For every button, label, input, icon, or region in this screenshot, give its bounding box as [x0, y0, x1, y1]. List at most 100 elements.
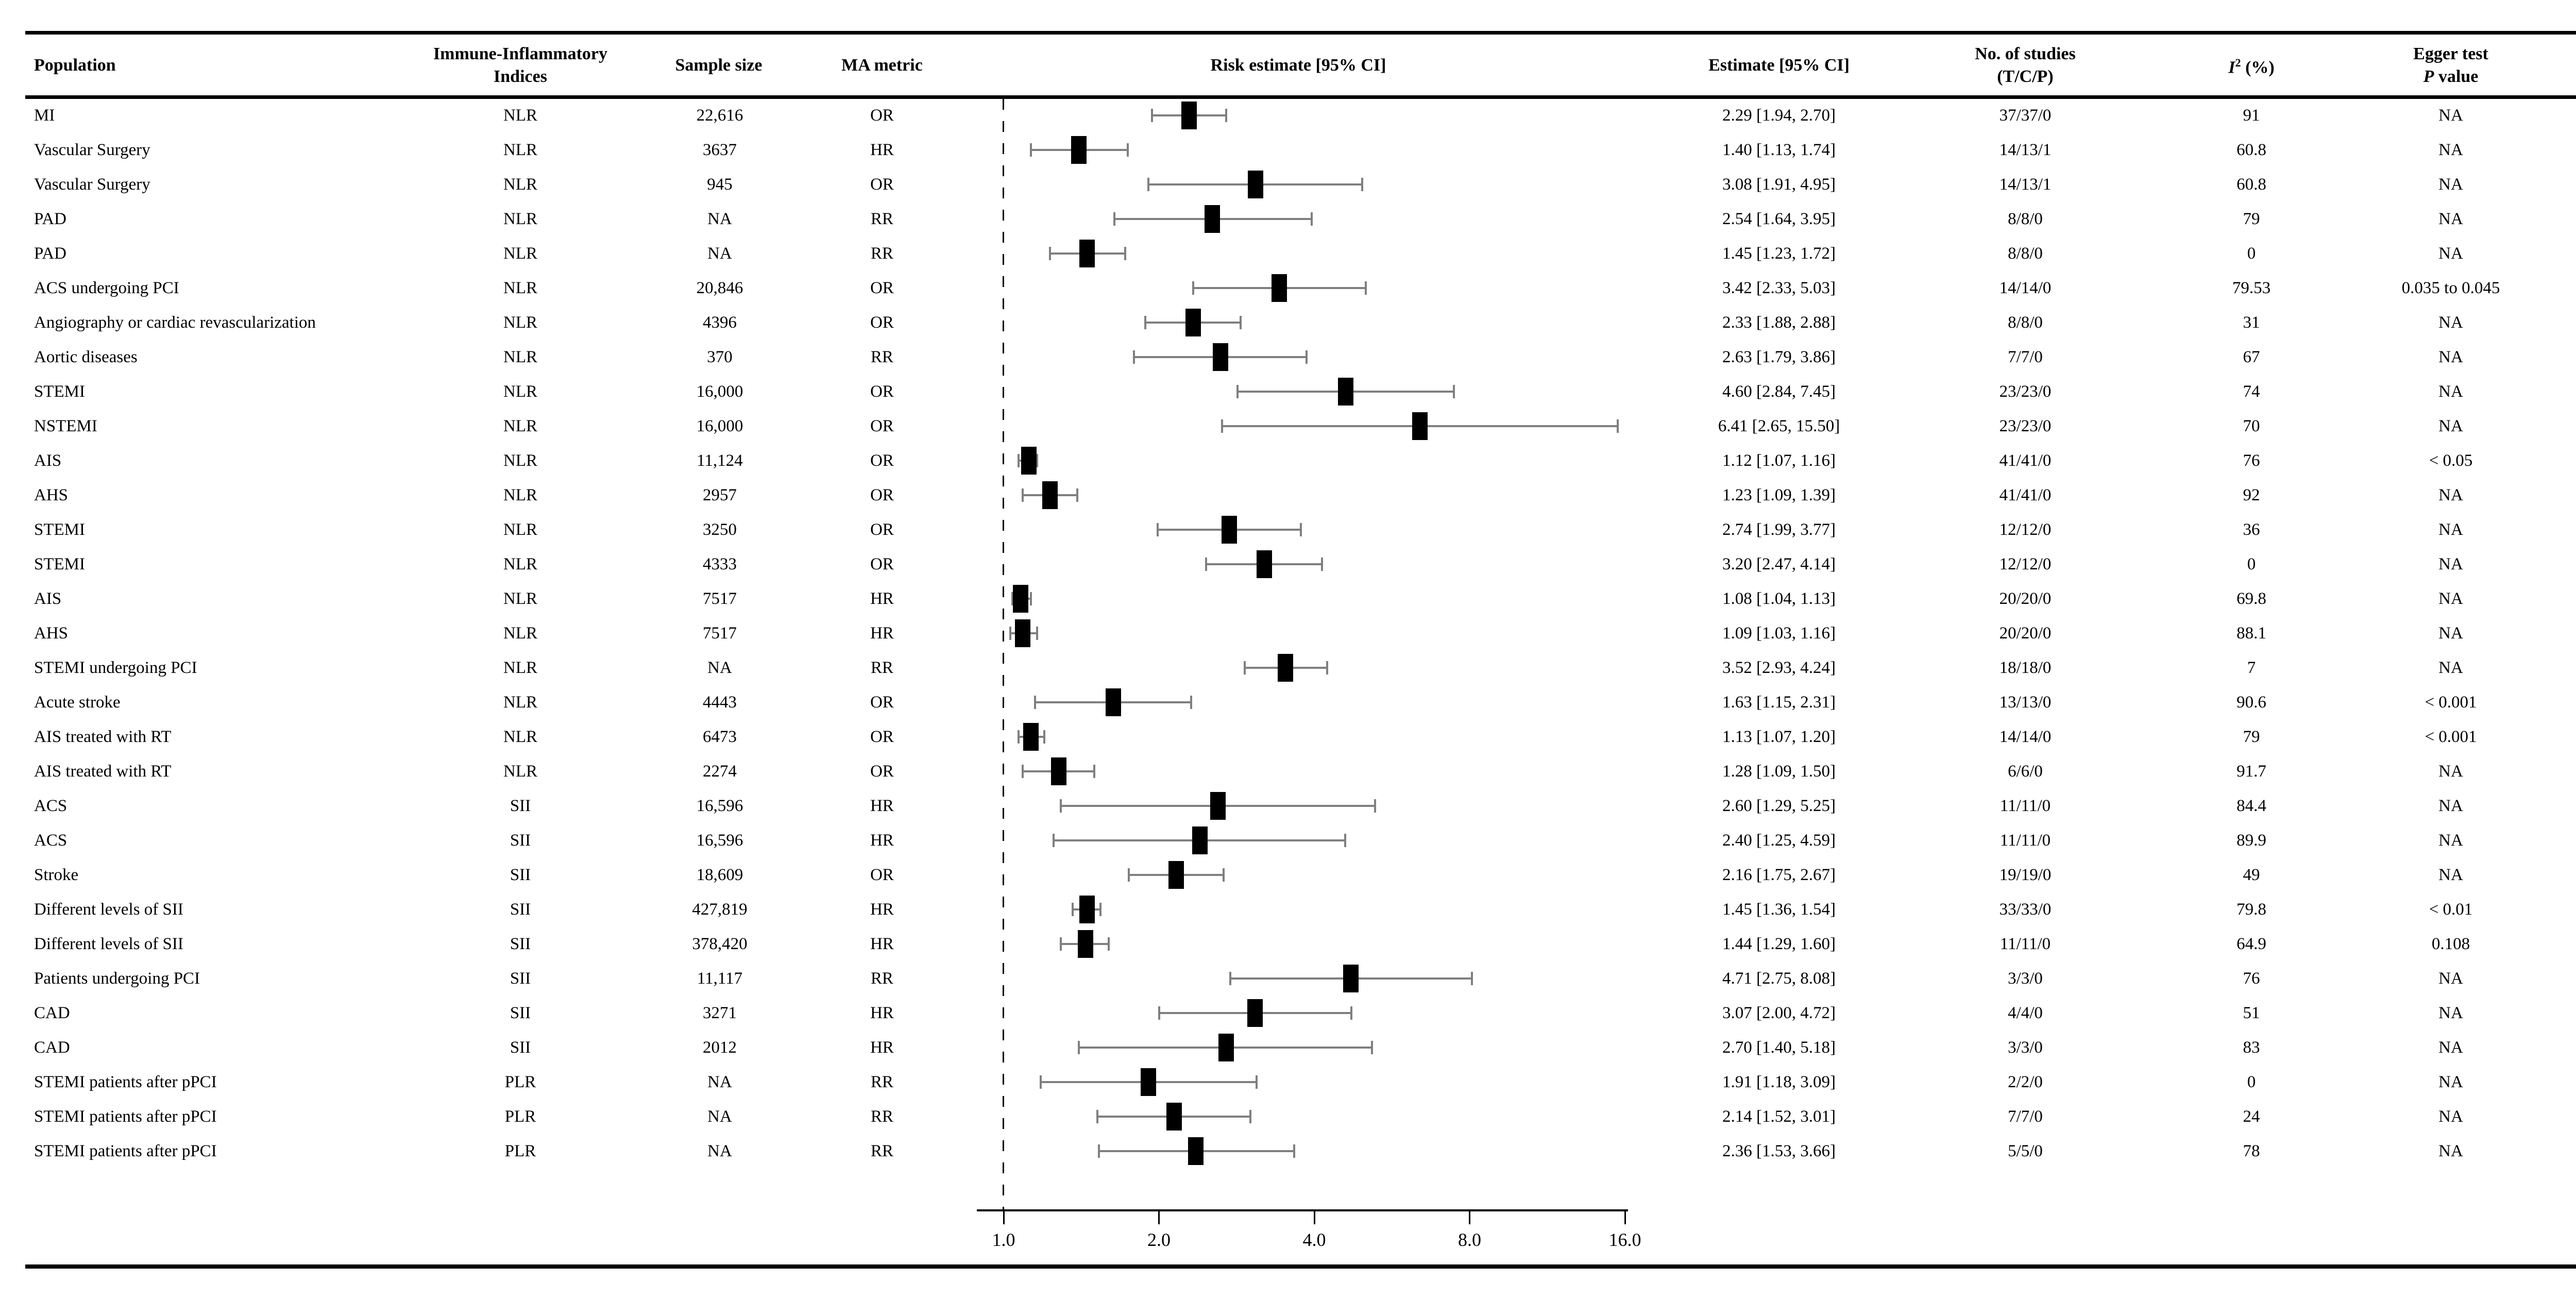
sample-size-header-label: Sample size — [675, 55, 762, 75]
ci-lower-cap — [1147, 178, 1150, 191]
amstar2-cell: High — [2566, 202, 2576, 236]
sample-size-cell: 7517 — [703, 624, 737, 643]
immune-index-cell: SII — [510, 1038, 531, 1057]
table-row: AIS NLR 7517 HR 1.08 [1.04, 1.13] 20/20/… — [0, 582, 2576, 616]
population-cell: Vascular Surgery — [34, 175, 150, 194]
ci-lower-cap — [1022, 488, 1024, 502]
ma-metric-cell: RR — [870, 969, 894, 988]
amstar2-cell: High — [2566, 996, 2576, 1030]
amstar2-cell: Moderate — [2566, 823, 2576, 857]
ma-metric-cell: OR — [870, 417, 894, 435]
no-of-studies-cell: 3/3/0 — [2008, 1038, 2043, 1057]
table-row: AIS treated with RT NLR 2274 OR 1.28 [1.… — [0, 754, 2576, 788]
ci-upper-cap — [1225, 109, 1228, 122]
no-of-studies-cell: 3/3/0 — [2008, 969, 2043, 988]
i2-cell: 76 — [2243, 969, 2260, 988]
ci-upper-cap — [1452, 385, 1455, 398]
forest-ci-graphic — [0, 651, 2576, 685]
i2-cell: 88.1 — [2236, 624, 2266, 643]
i2-cell: 49 — [2243, 866, 2260, 884]
i2-cell: 89.9 — [2236, 831, 2266, 850]
point-estimate-marker — [1247, 999, 1263, 1027]
sample-size-cell: 18,609 — [696, 866, 743, 884]
estimate-ci-cell: 1.09 [1.03, 1.16] — [1722, 624, 1836, 643]
sample-size-cell: 2012 — [703, 1038, 737, 1057]
header-separator-rule — [25, 95, 2576, 99]
sample-size-cell: NA — [707, 1142, 732, 1160]
x-axis-tick-label: 8.0 — [1458, 1229, 1481, 1250]
forest-ci-graphic — [0, 754, 2576, 788]
forest-ci-graphic — [0, 892, 2576, 926]
ci-lower-cap — [1033, 696, 1036, 709]
population-cell: AIS treated with RT — [34, 762, 172, 781]
ci-lower-cap — [1053, 834, 1055, 847]
point-estimate-marker — [1188, 1137, 1204, 1165]
sample-size-cell: 370 — [707, 348, 733, 366]
ci-lower-cap — [1030, 143, 1032, 157]
no-of-studies-cell: 8/8/0 — [2008, 244, 2043, 263]
amstar2-cell: Moderate — [2566, 685, 2576, 719]
amstar2-cell: High — [2566, 616, 2576, 650]
i2-symbol: I — [2228, 58, 2235, 77]
table-row: STEMI undergoing PCI NLR NA RR 3.52 [2.9… — [0, 651, 2576, 685]
estimate-ci-cell: 1.28 [1.09, 1.50] — [1722, 762, 1836, 781]
egger-p-cell: 0.035 to 0.045 — [2401, 279, 2500, 297]
egger-p-cell: NA — [2438, 1004, 2463, 1022]
forest-ci-graphic — [0, 98, 2576, 132]
point-estimate-marker — [1021, 447, 1037, 475]
egger-p-cell: NA — [2438, 1107, 2463, 1126]
sample-size-cell: 16,596 — [696, 797, 743, 815]
forest-ci-graphic — [0, 616, 2576, 650]
no-of-studies-cell: 8/8/0 — [2008, 313, 2043, 332]
population-cell: STEMI undergoing PCI — [34, 659, 197, 677]
forest-ci-graphic — [0, 1031, 2576, 1065]
ma-metric-cell: RR — [870, 1142, 894, 1160]
population-cell: Angiography or cardiac revascularization — [34, 313, 316, 332]
table-row: Aortic diseases NLR 370 RR 2.63 [1.79, 3… — [0, 340, 2576, 374]
sample-size-cell: 4443 — [703, 693, 737, 712]
estimate-ci-cell: 6.41 [2.65, 15.50] — [1718, 417, 1840, 435]
forest-ci-graphic — [0, 133, 2576, 167]
x-axis-tick — [1313, 1211, 1315, 1224]
estimate-ci-cell: 1.91 [1.18, 3.09] — [1722, 1073, 1836, 1091]
no-of-studies-cell: 33/33/0 — [1999, 900, 2052, 919]
amstar2-cell: Moderate — [2566, 167, 2576, 201]
egger-p-cell: NA — [2438, 141, 2463, 159]
ma-metric-cell: OR — [870, 106, 894, 125]
ci-lower-cap — [1144, 316, 1146, 329]
table-row: PAD NLR NA RR 2.54 [1.64, 3.95] 8/8/0 79… — [0, 202, 2576, 236]
table-row: STEMI patients after pPCI PLR NA RR 1.91… — [0, 1065, 2576, 1099]
forest-ci-graphic — [0, 685, 2576, 719]
egger-p-cell: NA — [2438, 175, 2463, 194]
amstar2-cell: High — [2566, 478, 2576, 512]
ma-metric-cell: HR — [870, 1038, 894, 1057]
egger-p-cell: NA — [2438, 313, 2463, 332]
immune-index-cell: NLR — [503, 210, 537, 228]
x-axis-tick-label: 2.0 — [1147, 1229, 1171, 1250]
ma-metric-cell: OR — [870, 175, 894, 194]
ci-lower-cap — [1078, 1041, 1080, 1054]
ma-metric-cell: OR — [870, 279, 894, 297]
no-of-studies-cell: 7/7/0 — [2008, 1107, 2043, 1126]
sample-size-cell: NA — [707, 1107, 732, 1126]
amstar2-cell: High — [2566, 927, 2576, 961]
population-cell: PAD — [34, 210, 66, 228]
i2-cell: 0 — [2247, 555, 2256, 573]
estimate-ci-cell: 3.42 [2.33, 5.03] — [1722, 279, 1836, 297]
table-row: AIS treated with RT NLR 6473 OR 1.13 [1.… — [0, 720, 2576, 754]
egger-p-cell: NA — [2438, 1142, 2463, 1160]
estimate-ci-cell: 1.45 [1.36, 1.54] — [1722, 900, 1836, 919]
population-cell: Stroke — [34, 866, 79, 884]
ci-upper-cap — [1350, 1006, 1352, 1020]
estimate-ci-cell: 2.16 [1.75, 2.67] — [1722, 866, 1836, 884]
sample-size-cell: 22,616 — [696, 106, 743, 125]
population-cell: AIS treated with RT — [34, 728, 172, 746]
ci-upper-cap — [1470, 972, 1473, 985]
i2-cell: 91 — [2243, 106, 2260, 125]
i2-cell: 0 — [2247, 1073, 2256, 1091]
column-header-no-of-studies: No. of studies (T/C/P) — [1938, 35, 2113, 95]
table-row: NSTEMI NLR 16,000 OR 6.41 [2.65, 15.50] … — [0, 409, 2576, 443]
population-cell: STEMI patients after pPCI — [34, 1073, 217, 1091]
x-axis-tick — [1003, 1211, 1005, 1224]
risk-estimate-header-label: Risk estimate [95% CI] — [1210, 55, 1386, 75]
